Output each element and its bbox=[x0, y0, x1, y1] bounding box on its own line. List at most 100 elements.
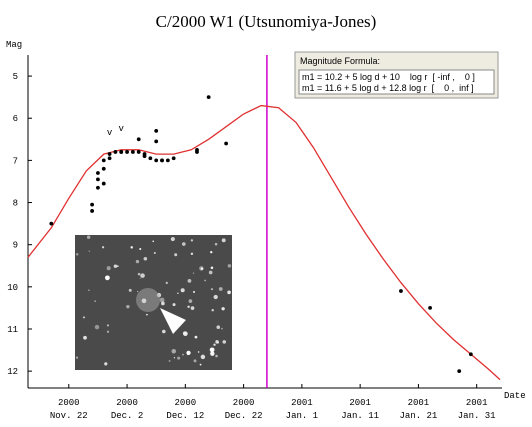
x-tick-label: 2001 Jan. 31 bbox=[458, 398, 496, 421]
y-axis-label: Mag bbox=[6, 40, 22, 50]
observation-point bbox=[119, 150, 124, 154]
x-tick-label: 2001 Jan. 21 bbox=[400, 398, 438, 421]
formula-line: m1 = 10.2 + 5 log d + 10 log r [ -inf , … bbox=[302, 72, 475, 82]
photo-star bbox=[221, 307, 225, 311]
photo-star bbox=[116, 265, 119, 268]
photo-star bbox=[113, 264, 118, 268]
photo-star bbox=[192, 290, 196, 294]
photo-star bbox=[146, 313, 148, 316]
observation-point bbox=[113, 150, 118, 154]
photo-star bbox=[211, 308, 214, 312]
photo-star bbox=[106, 324, 109, 327]
photo-star bbox=[172, 303, 176, 307]
photo-star bbox=[94, 300, 96, 302]
observation-point bbox=[457, 369, 462, 374]
photo-star bbox=[162, 329, 166, 334]
photo-star bbox=[181, 242, 186, 246]
photo-star bbox=[75, 252, 79, 256]
photo-star bbox=[209, 347, 215, 353]
observation-point bbox=[224, 141, 229, 146]
observation-point bbox=[142, 154, 147, 159]
photo-star bbox=[180, 288, 185, 293]
y-tick-label: 7 bbox=[13, 156, 18, 166]
comet-glow bbox=[136, 288, 160, 312]
photo-star bbox=[88, 289, 90, 292]
formula-title: Magnitude Formula: bbox=[300, 56, 380, 66]
y-tick-label: 6 bbox=[13, 114, 18, 124]
observation-point bbox=[171, 156, 176, 161]
photo-star bbox=[186, 350, 191, 355]
observation-point bbox=[96, 171, 100, 175]
x-tick-label: 2000 Nov. 22 bbox=[50, 398, 88, 421]
x-tick-label: 2000 Dec. 12 bbox=[166, 398, 204, 421]
photo-star bbox=[170, 237, 175, 242]
observation-point bbox=[428, 306, 432, 310]
photo-star bbox=[159, 297, 165, 303]
y-tick-label: 9 bbox=[13, 241, 18, 251]
photo-arrow bbox=[160, 308, 186, 334]
observation-point bbox=[468, 352, 473, 357]
photo-star bbox=[190, 252, 194, 255]
observation-point bbox=[101, 181, 106, 186]
observation-point bbox=[148, 156, 153, 161]
formula-inner bbox=[298, 69, 495, 95]
x-tick-label: 2001 Jan. 11 bbox=[341, 398, 379, 421]
observation-point bbox=[165, 158, 170, 163]
photo-star bbox=[160, 301, 165, 306]
photo-star bbox=[187, 278, 192, 283]
observation-point bbox=[399, 289, 403, 293]
formula-box: Magnitude Formula: m1 = 10.2 + 5 log d +… bbox=[294, 51, 499, 99]
observation-point bbox=[101, 166, 106, 171]
photo-star bbox=[137, 272, 141, 276]
photo-star bbox=[221, 327, 223, 330]
photo-star bbox=[222, 340, 227, 344]
photo-star bbox=[215, 354, 218, 358]
photo-star bbox=[194, 335, 198, 339]
observation-point bbox=[136, 150, 141, 154]
photo-star bbox=[137, 290, 139, 293]
photo-star bbox=[153, 252, 156, 254]
chart-title: C/2000 W1 (Utsunomiya-Jones) bbox=[156, 12, 377, 31]
photo-star bbox=[190, 306, 195, 310]
observation-point bbox=[130, 150, 135, 154]
observation-point bbox=[107, 152, 112, 156]
photo-star bbox=[210, 288, 214, 291]
x-tick-label: 2000 Dec. 2 bbox=[111, 398, 143, 421]
photo-star bbox=[126, 304, 130, 309]
photo-star bbox=[165, 281, 168, 285]
photo-star bbox=[105, 275, 110, 281]
comet-photo bbox=[75, 235, 232, 370]
photo-star bbox=[130, 246, 133, 249]
photo-star bbox=[197, 351, 200, 353]
observation-point bbox=[125, 150, 129, 154]
photo-star bbox=[135, 259, 140, 264]
observation-point bbox=[136, 137, 141, 142]
photo-star bbox=[143, 256, 148, 261]
photo-star bbox=[187, 305, 190, 308]
photo-star bbox=[139, 247, 142, 250]
photo-star bbox=[152, 240, 155, 243]
photo-star bbox=[213, 294, 218, 300]
photo-star bbox=[216, 325, 221, 329]
photo-star bbox=[86, 235, 91, 239]
photo-star bbox=[128, 288, 132, 292]
annotation: v bbox=[107, 128, 113, 138]
photo-star bbox=[104, 362, 108, 366]
photo-star bbox=[94, 324, 100, 330]
observation-point bbox=[107, 156, 112, 161]
x-tick-label: 2001 Jan. 1 bbox=[286, 398, 318, 421]
observation-point bbox=[90, 209, 94, 213]
photo-star bbox=[227, 264, 232, 268]
photo-star bbox=[83, 335, 87, 340]
photo-star bbox=[218, 287, 223, 291]
photo-star bbox=[171, 349, 177, 354]
y-tick-label: 11 bbox=[7, 325, 18, 335]
photo-star bbox=[182, 353, 184, 356]
photo-star bbox=[208, 270, 213, 275]
observation-point bbox=[96, 185, 100, 190]
formula-line: m1 = 11.6 + 5 log d + 12.8 log r [ 0 , i… bbox=[302, 83, 474, 93]
observation-point bbox=[195, 147, 199, 152]
magnitude-curve bbox=[27, 104, 501, 381]
photo-star bbox=[174, 253, 178, 257]
